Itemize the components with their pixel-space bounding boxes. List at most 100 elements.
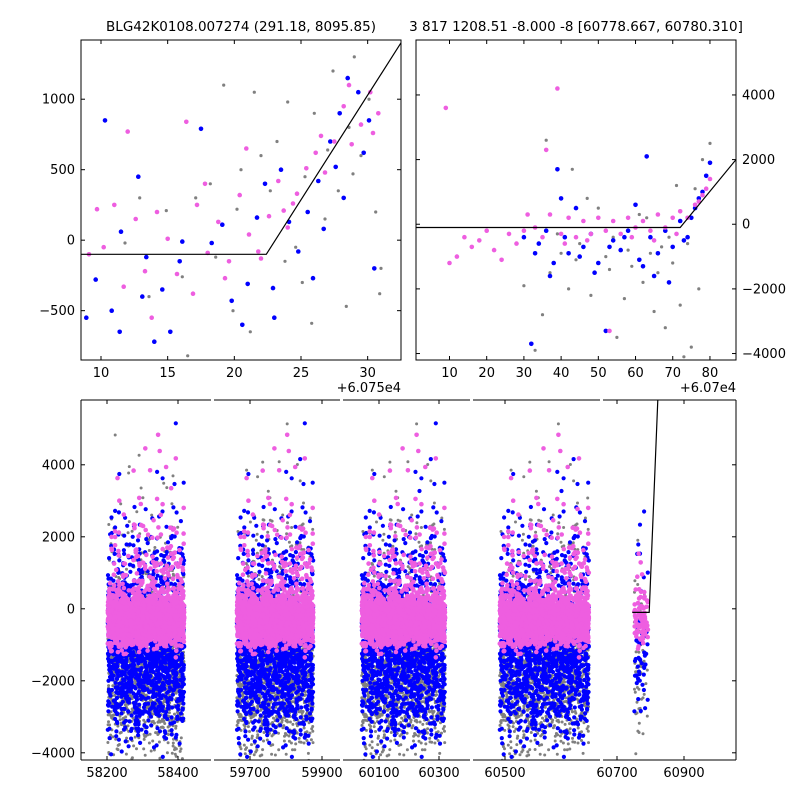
data-point xyxy=(153,546,157,549)
data-point xyxy=(134,726,139,731)
data-point xyxy=(147,468,153,473)
data-point xyxy=(127,697,132,702)
data-point xyxy=(134,547,139,552)
data-point xyxy=(113,508,118,513)
data-point xyxy=(144,763,147,766)
data-point xyxy=(208,182,212,186)
data-point xyxy=(136,495,142,501)
data-point xyxy=(651,273,657,279)
data-point xyxy=(173,748,176,752)
data-point xyxy=(310,321,314,325)
data-point xyxy=(666,280,672,285)
x-tick-label: 25 xyxy=(293,366,310,381)
data-point xyxy=(667,235,671,239)
data-point xyxy=(648,228,653,233)
data-point xyxy=(138,684,143,689)
data-point xyxy=(119,749,124,754)
data-point xyxy=(130,756,134,760)
data-point xyxy=(167,675,172,680)
data-point xyxy=(139,486,143,490)
data-point xyxy=(168,543,174,549)
data-point xyxy=(165,751,169,755)
data-point xyxy=(573,234,579,240)
data-point xyxy=(171,680,177,685)
data-point xyxy=(126,676,131,681)
data-point xyxy=(181,480,186,485)
data-point xyxy=(134,658,139,663)
data-point xyxy=(130,534,135,539)
data-point xyxy=(651,238,657,243)
data-point xyxy=(174,659,179,664)
data-point xyxy=(163,713,168,719)
data-point xyxy=(116,510,121,515)
data-point xyxy=(671,261,675,265)
data-point xyxy=(138,672,143,677)
data-point xyxy=(124,761,128,765)
x-offset-label: +6.07e4 xyxy=(680,381,736,396)
data-point xyxy=(151,517,156,523)
data-point xyxy=(700,189,705,195)
data-point xyxy=(133,722,138,727)
data-point xyxy=(163,464,169,470)
data-point xyxy=(173,456,179,461)
data-point xyxy=(540,313,545,317)
data-point xyxy=(128,688,133,693)
data-point xyxy=(171,474,175,478)
data-point xyxy=(157,740,161,744)
data-point xyxy=(151,689,156,694)
data-point xyxy=(581,244,586,250)
data-point xyxy=(164,589,170,594)
panel-bottom: 58200 58400 59700 59900 60100 60300 60500 60700… xyxy=(31,396,737,781)
data-point xyxy=(168,525,173,530)
data-point xyxy=(592,270,597,276)
data-point xyxy=(121,512,127,517)
data-point xyxy=(159,396,162,399)
data-point xyxy=(290,201,296,206)
data-point xyxy=(143,760,147,764)
data-point xyxy=(127,562,132,567)
data-point xyxy=(106,663,111,668)
data-point xyxy=(154,680,159,686)
data-point xyxy=(133,700,138,705)
data-point xyxy=(126,744,131,749)
data-point xyxy=(645,216,649,220)
x-tick-label: 50 xyxy=(590,366,607,381)
data-point xyxy=(506,231,512,237)
data-point xyxy=(180,757,184,760)
data-point xyxy=(123,739,128,744)
data-point xyxy=(127,471,131,475)
data-point xyxy=(170,692,175,697)
data-point xyxy=(547,212,553,217)
y-tick-label: 2000 xyxy=(742,153,775,168)
data-point xyxy=(692,202,698,208)
data-point xyxy=(625,228,631,233)
data-point xyxy=(259,154,263,158)
data-point xyxy=(109,752,114,757)
data-point xyxy=(121,284,126,290)
data-point xyxy=(610,238,616,243)
data-point xyxy=(107,580,113,586)
data-point xyxy=(132,671,137,676)
data-point xyxy=(176,707,181,712)
data-point xyxy=(151,705,156,710)
data-point xyxy=(231,309,235,313)
data-point xyxy=(607,328,612,334)
data-point xyxy=(499,257,504,263)
data-point xyxy=(644,154,649,159)
x-tick-label: 15 xyxy=(159,366,176,381)
data-point xyxy=(174,754,178,758)
data-point xyxy=(168,329,173,335)
data-point xyxy=(162,762,165,765)
data-point xyxy=(112,202,117,208)
data-point xyxy=(128,728,134,734)
x-tick-label: 40 xyxy=(553,366,570,381)
data-point xyxy=(107,556,112,561)
y-tick-label: 0 xyxy=(67,234,75,249)
data-point xyxy=(174,530,179,535)
data-point xyxy=(674,183,679,188)
data-point xyxy=(138,740,143,746)
data-point xyxy=(120,574,126,580)
data-point xyxy=(176,682,181,687)
data-point xyxy=(700,158,705,162)
